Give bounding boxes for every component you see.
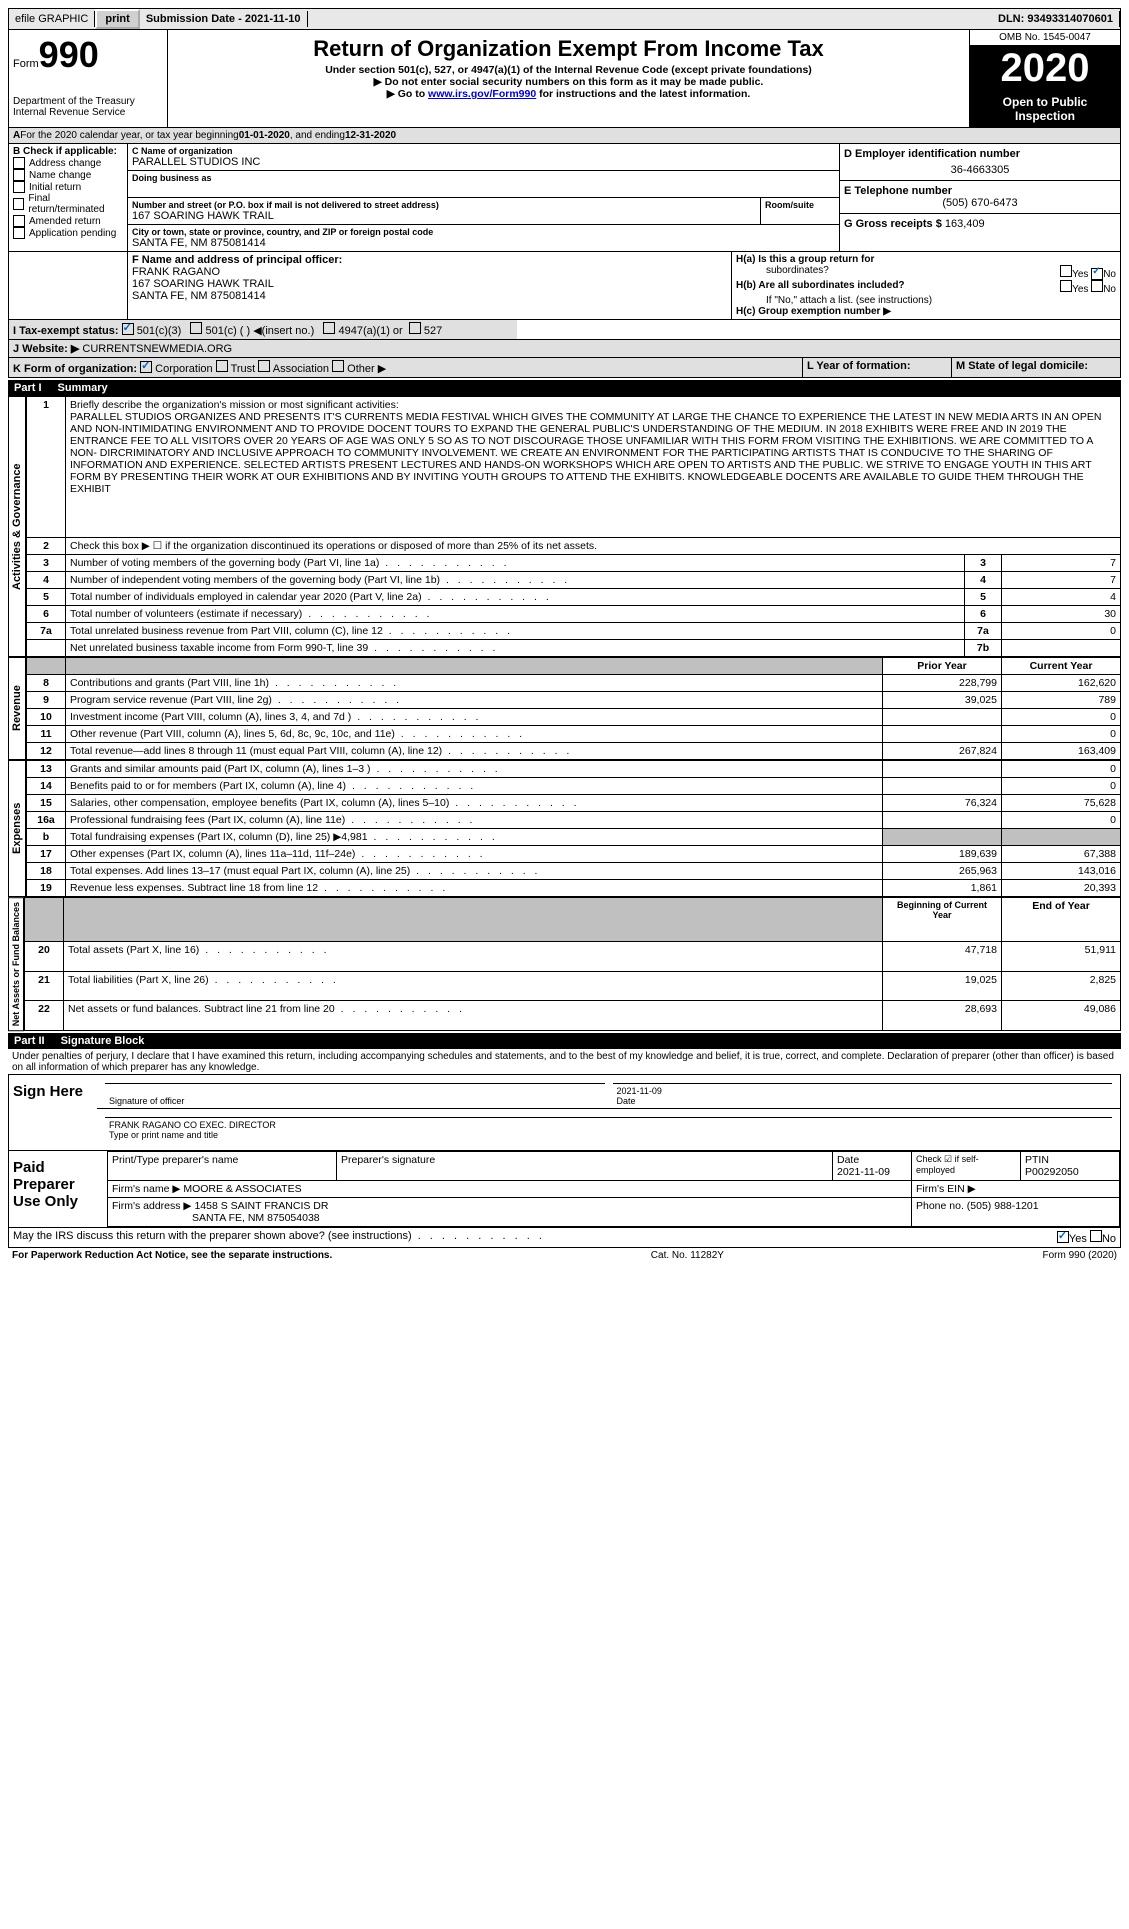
city-state-zip: SANTA FE, NM 875081414 (132, 237, 835, 249)
phone: (505) 670-6473 (844, 197, 1116, 209)
cb-address-change[interactable] (13, 157, 25, 169)
table-row: 6Total number of volunteers (estimate if… (27, 606, 1121, 623)
street-address: 167 SOARING HAWK TRAIL (132, 210, 756, 222)
table-row: 14Benefits paid to or for members (Part … (27, 778, 1121, 795)
table-row: 15Salaries, other compensation, employee… (27, 795, 1121, 812)
cb-ha-no[interactable] (1091, 268, 1103, 280)
dln: DLN: 93493314070601 (992, 11, 1120, 27)
website: CURRENTSNEWMEDIA.ORG (82, 343, 232, 355)
cb-4947[interactable] (323, 322, 335, 334)
table-row: 16aProfessional fundraising fees (Part I… (27, 812, 1121, 829)
cb-hb-yes[interactable] (1060, 280, 1072, 292)
part2-header: Part II Signature Block (8, 1033, 1121, 1049)
cb-amended[interactable] (13, 215, 25, 227)
cb-ha-yes[interactable] (1060, 265, 1072, 277)
top-bar: efile GRAPHIC print Submission Date - 20… (8, 8, 1121, 30)
table-row: 3Number of voting members of the governi… (27, 555, 1121, 572)
box-i: I Tax-exempt status: 501(c)(3) 501(c) ( … (8, 319, 1121, 340)
cb-corp[interactable] (140, 361, 152, 373)
cb-assoc[interactable] (258, 360, 270, 372)
part1-header: Part I Summary (8, 380, 1121, 396)
revenue-label: Revenue (8, 657, 26, 760)
form990-link[interactable]: www.irs.gov/Form990 (428, 88, 536, 100)
penalties-text: Under penalties of perjury, I declare th… (8, 1049, 1121, 1075)
table-row: 22Net assets or fund balances. Subtract … (25, 1001, 1121, 1031)
table-row: bTotal fundraising expenses (Part IX, co… (27, 829, 1121, 846)
table-row: 10Investment income (Part VIII, column (… (27, 709, 1121, 726)
box-c: C Name of organization PARALLEL STUDIOS … (128, 144, 840, 251)
paid-preparer: Paid Preparer Use Only Print/Type prepar… (8, 1150, 1121, 1228)
form-number-box: Form990 Department of the Treasury Inter… (9, 30, 168, 127)
box-j: J Website: ▶ CURRENTSNEWMEDIA.ORG (8, 339, 1121, 358)
box-a: A For the 2020 calendar year, or tax yea… (8, 127, 1121, 144)
revenue-section: Revenue Prior Year Current Year 8Contrib… (8, 657, 1121, 760)
expenses-label: Expenses (8, 760, 26, 897)
firm-name: MOORE & ASSOCIATES (183, 1183, 301, 1195)
table-row: 9Program service revenue (Part VIII, lin… (27, 692, 1121, 709)
table-row: 5Total number of individuals employed in… (27, 589, 1121, 606)
table-row: 20Total assets (Part X, line 16)47,71851… (25, 941, 1121, 971)
ptin: P00292050 (1025, 1166, 1079, 1178)
cb-other[interactable] (332, 360, 344, 372)
officer-name: FRANK RAGANO CO EXEC. DIRECTOR (109, 1120, 1108, 1130)
form-header: Form990 Department of the Treasury Inter… (8, 29, 1121, 128)
cb-527[interactable] (409, 322, 421, 334)
ein: 36-4663305 (844, 164, 1116, 176)
sign-here: Sign Here Signature of officer 2021-11-0… (8, 1074, 1121, 1151)
activities-section: Activities & Governance 1 Briefly descri… (8, 396, 1121, 657)
right-info: D Employer identification number 36-4663… (840, 144, 1120, 251)
cb-application[interactable] (13, 227, 25, 239)
submission-date: Submission Date - 2021-11-10 (140, 11, 308, 27)
table-row: 13Grants and similar amounts paid (Part … (27, 761, 1121, 778)
cb-trust[interactable] (216, 360, 228, 372)
cb-hb-no[interactable] (1091, 280, 1103, 292)
print-button[interactable]: print (95, 9, 139, 29)
table-row: 17Other expenses (Part IX, column (A), l… (27, 846, 1121, 863)
cb-501c3[interactable] (122, 323, 134, 335)
table-row: Net unrelated business taxable income fr… (27, 640, 1121, 657)
cb-initial-return[interactable] (13, 181, 25, 193)
cb-discuss-no[interactable] (1090, 1230, 1102, 1242)
preparer-phone: (505) 988-1201 (967, 1200, 1039, 1212)
footer: For Paperwork Reduction Act Notice, see … (8, 1248, 1121, 1263)
sign-date: 2021-11-09 (617, 1086, 1109, 1096)
header-grid: B Check if applicable: Address change Na… (8, 143, 1121, 252)
gross-receipts: 163,409 (945, 218, 985, 230)
assets-label: Net Assets or Fund Balances (8, 897, 24, 1031)
cb-501c[interactable] (190, 322, 202, 334)
box-k-l-m: K Form of organization: Corporation Trus… (8, 357, 1121, 378)
table-row: 12Total revenue—add lines 8 through 11 (… (27, 743, 1121, 760)
cb-final-return[interactable] (13, 198, 24, 210)
table-row: 7aTotal unrelated business revenue from … (27, 623, 1121, 640)
table-row: 19Revenue less expenses. Subtract line 1… (27, 880, 1121, 897)
form-title: Return of Organization Exempt From Incom… (172, 36, 965, 62)
year-box: OMB No. 1545-0047 2020 Open to Public In… (969, 30, 1120, 127)
table-row: 4Number of independent voting members of… (27, 572, 1121, 589)
table-row: 11Other revenue (Part VIII, column (A), … (27, 726, 1121, 743)
mission-text: PARALLEL STUDIOS ORGANIZES AND PRESENTS … (70, 411, 1101, 495)
title-box: Return of Organization Exempt From Incom… (168, 30, 969, 127)
table-row: 8Contributions and grants (Part VIII, li… (27, 675, 1121, 692)
tax-year: 2020 (970, 46, 1120, 91)
activities-label: Activities & Governance (8, 396, 26, 657)
assets-section: Net Assets or Fund Balances Beginning of… (8, 897, 1121, 1031)
org-name: PARALLEL STUDIOS INC (132, 156, 835, 168)
discuss-row: May the IRS discuss this return with the… (8, 1227, 1121, 1248)
cb-name-change[interactable] (13, 169, 25, 181)
table-row: 18Total expenses. Add lines 13–17 (must … (27, 863, 1121, 880)
efile-label: efile GRAPHIC (9, 11, 95, 27)
expenses-section: Expenses 13Grants and similar amounts pa… (8, 760, 1121, 897)
box-f-h: F Name and address of principal officer:… (8, 251, 1121, 320)
cb-discuss-yes[interactable] (1057, 1231, 1069, 1243)
table-row: 21Total liabilities (Part X, line 26)19,… (25, 971, 1121, 1001)
box-b: B Check if applicable: Address change Na… (9, 144, 128, 251)
